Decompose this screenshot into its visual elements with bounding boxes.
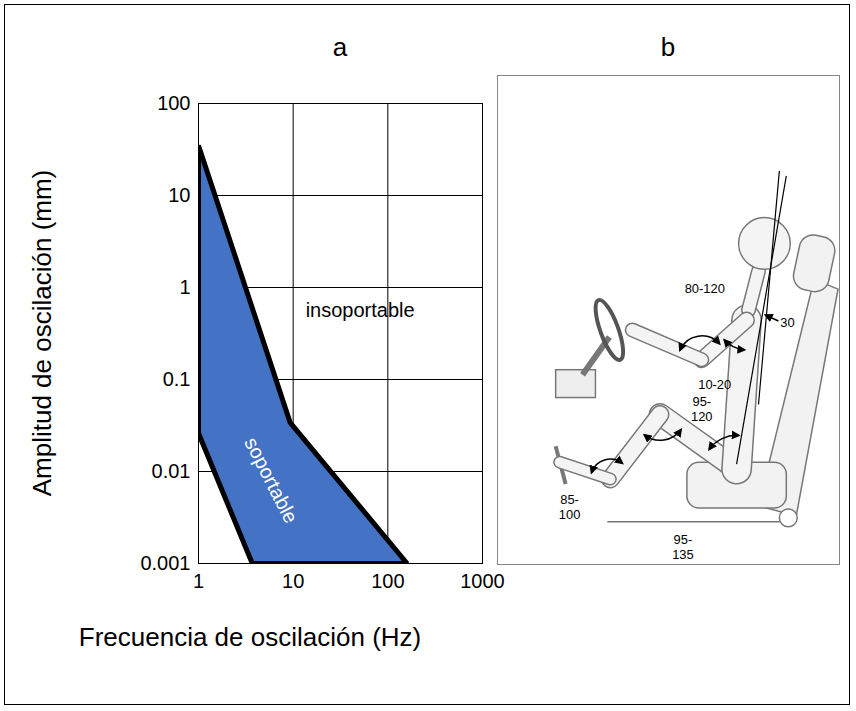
svg-text:10: 10: [282, 570, 304, 592]
svg-text:1: 1: [193, 570, 204, 592]
svg-text:10: 10: [168, 184, 190, 206]
html-text:Amplitud de oscilación (mm): Amplitud de oscilación (mm): [26, 169, 57, 497]
svg-text:95-120: 95-120: [691, 394, 713, 424]
html-text:b: b: [660, 32, 676, 62]
svg-text:10-20: 10-20: [698, 377, 731, 392]
svg-text:1: 1: [179, 276, 190, 298]
svg-text:95-135: 95-135: [672, 532, 694, 562]
svg-text:0.001: 0.001: [140, 552, 190, 574]
svg-text:0.1: 0.1: [163, 368, 191, 390]
svg-text:soportable: soportable: [240, 434, 302, 527]
html-text:Frecuencia de oscilación (Hz): Frecuencia de oscilación (Hz): [78, 622, 422, 652]
svg-text:85-100: 85-100: [559, 492, 581, 522]
svg-text:1000: 1000: [460, 570, 505, 592]
html-text:a: a: [332, 32, 348, 62]
svg-text:80-120: 80-120: [685, 281, 725, 296]
svg-text:insoportable: insoportable: [306, 299, 415, 321]
svg-text:100: 100: [157, 92, 190, 114]
svg-text:0.01: 0.01: [152, 460, 191, 482]
svg-text:100: 100: [371, 570, 404, 592]
svg-text:30: 30: [780, 315, 794, 330]
